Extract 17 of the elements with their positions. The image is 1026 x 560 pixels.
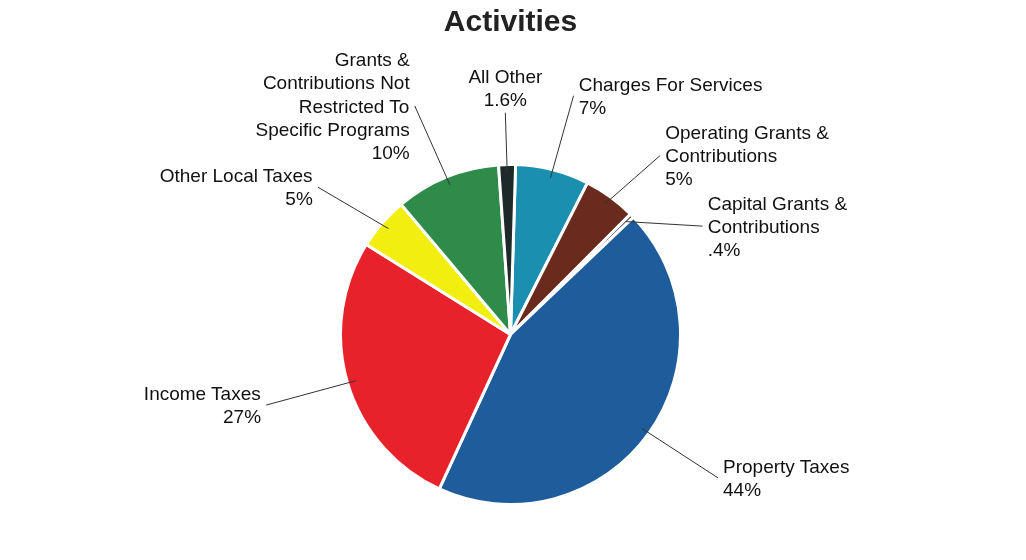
slice-label: Other Local Taxes <box>159 165 313 187</box>
slice-label: Property Taxes <box>723 455 850 477</box>
data-label: 10% <box>371 141 410 163</box>
slice-label: Income Taxes <box>143 383 261 405</box>
data-label: 27% <box>223 406 262 428</box>
data-label: 1.6% <box>483 89 528 111</box>
data-label: 5% <box>665 168 693 190</box>
slice-label: Charges For Services <box>578 73 763 95</box>
slice-label: Capital Grants & Contributions <box>707 192 848 237</box>
slice-label: All Other <box>468 66 543 87</box>
slice-label: Operating Grants & Contributions <box>665 121 830 167</box>
data-label: 5% <box>285 188 313 210</box>
chart-title: Activities <box>443 3 578 37</box>
slice-label: Grants & Contributions Not Restricted To Specific Programs <box>255 49 411 140</box>
data-label: .4% <box>707 238 741 260</box>
data-label: 44% <box>723 478 762 500</box>
data-label: 7% <box>578 96 607 118</box>
